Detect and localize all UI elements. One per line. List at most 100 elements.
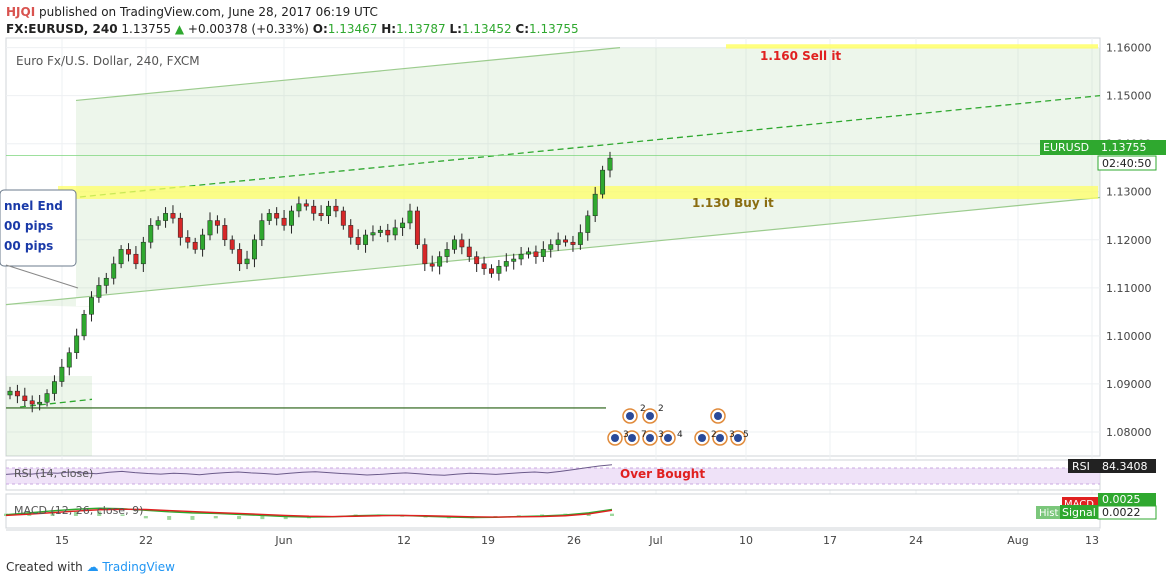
candle-body bbox=[340, 210, 346, 226]
publish-info: published on TradingView.com, June 28, 2… bbox=[39, 5, 378, 19]
sell-zone[interactable] bbox=[726, 44, 1098, 49]
last-price-tag: EURUSD 1.13755 02:40:50 bbox=[1040, 140, 1166, 171]
candle-body bbox=[200, 234, 206, 250]
macd-hist-bar bbox=[167, 516, 172, 520]
candle-body bbox=[89, 297, 94, 315]
macd-hist-bar bbox=[143, 516, 148, 519]
candle-body bbox=[333, 205, 339, 212]
footer: Created with ☁ TradingView bbox=[6, 560, 175, 574]
candle-body bbox=[444, 249, 450, 257]
callout-line-3: 00 pips bbox=[4, 239, 53, 253]
high-label: H: bbox=[381, 22, 397, 36]
event-icon-center bbox=[714, 412, 722, 420]
channel-fill bbox=[6, 47, 1100, 308]
macd-hist-bar bbox=[120, 514, 125, 516]
signal-value: 0.0022 bbox=[1102, 506, 1141, 519]
chart-title: Euro Fx/U.S. Dollar, 240, FXCM bbox=[16, 54, 200, 68]
high-value: 1.13787 bbox=[396, 22, 446, 36]
macd-hist-bar bbox=[260, 516, 265, 520]
rsi-line bbox=[5, 464, 613, 476]
candle-body bbox=[577, 232, 583, 245]
x-tick-label: 22 bbox=[139, 534, 153, 547]
countdown-value: 02:40:50 bbox=[1102, 157, 1151, 170]
candle-body bbox=[407, 210, 413, 224]
price-change: +0.00378 (+0.33%) bbox=[187, 22, 309, 36]
time-axis[interactable]: 15 22 Jun 12 19 26 Jul 10 17 24 Aug 13 bbox=[55, 534, 1099, 547]
candle-body bbox=[533, 251, 539, 257]
candle-body bbox=[37, 401, 43, 405]
candle-body bbox=[22, 395, 28, 401]
candle-body bbox=[422, 244, 428, 265]
event-count: 3 bbox=[658, 430, 664, 440]
rsi-band bbox=[6, 468, 1100, 484]
tradingview-brand[interactable]: TradingView bbox=[102, 560, 175, 574]
overbought-annotation[interactable]: Over Bought bbox=[620, 467, 705, 481]
candle-body bbox=[103, 277, 109, 286]
close-value: 1.13755 bbox=[529, 22, 579, 36]
candle-body bbox=[563, 239, 569, 243]
x-tick-label: Jul bbox=[648, 534, 662, 547]
buy-zone[interactable] bbox=[58, 185, 1098, 199]
macd-hist-bar bbox=[97, 511, 102, 516]
candle-body bbox=[429, 263, 435, 267]
x-tick-label: 24 bbox=[909, 534, 923, 547]
channel-callout[interactable]: nnel End 00 pips 00 pips bbox=[0, 189, 79, 289]
candle-body bbox=[370, 232, 376, 236]
publisher-name[interactable]: HJQI bbox=[6, 5, 36, 19]
candle-body bbox=[170, 213, 176, 219]
x-tick-label: 26 bbox=[567, 534, 581, 547]
candle-body bbox=[259, 220, 265, 241]
candle-body bbox=[244, 258, 250, 265]
signal-tag-label: Signal bbox=[1062, 506, 1096, 519]
candle-body bbox=[570, 241, 576, 245]
candle-body bbox=[296, 203, 302, 212]
economic-events[interactable]: 2 23 7 3 4 2 3 5 bbox=[607, 404, 749, 446]
candle-body bbox=[44, 393, 50, 403]
candle-body bbox=[600, 169, 606, 195]
candle-body bbox=[392, 227, 398, 236]
symbol-label: FX:EURUSD, 240 bbox=[6, 22, 118, 36]
sell-annotation[interactable]: 1.160 Sell it bbox=[760, 49, 841, 63]
candle-body bbox=[592, 193, 598, 217]
candle-body bbox=[81, 314, 87, 337]
x-tick-label: Jun bbox=[274, 534, 292, 547]
candle-body bbox=[7, 390, 13, 396]
candle-body bbox=[607, 157, 613, 171]
candle-body bbox=[585, 215, 591, 233]
channel-mid-line[interactable] bbox=[59, 95, 1101, 200]
y-tick-label: 1.13000 bbox=[1106, 186, 1152, 199]
channel-upper-line[interactable] bbox=[75, 47, 621, 102]
low-label: L: bbox=[449, 22, 462, 36]
candle-body bbox=[437, 256, 443, 267]
x-tick-label: 10 bbox=[739, 534, 753, 547]
event-count: 2 bbox=[711, 430, 717, 440]
macd-value-tag bbox=[1098, 493, 1156, 506]
open-label: O: bbox=[312, 22, 328, 36]
candle-body bbox=[155, 220, 161, 226]
callout-pointer bbox=[5, 264, 79, 289]
channel-lower-line[interactable] bbox=[5, 196, 1101, 306]
candle-body bbox=[511, 258, 517, 262]
candle-body bbox=[96, 285, 102, 298]
symbol-tag bbox=[1040, 140, 1098, 155]
buy-annotation[interactable]: 1.130 Buy it bbox=[692, 196, 774, 210]
hist-tag-label: Hist bbox=[1039, 508, 1059, 519]
event-icon-center bbox=[611, 434, 619, 442]
candle-body bbox=[400, 222, 406, 229]
event-icon-center bbox=[646, 434, 654, 442]
candle-body bbox=[474, 256, 480, 265]
candle-body bbox=[481, 263, 487, 269]
macd-hist-bar bbox=[610, 513, 614, 516]
candle-body bbox=[229, 239, 235, 250]
y-tick-label: 1.11000 bbox=[1106, 282, 1152, 295]
candle-body bbox=[326, 205, 331, 217]
macd-hist-bar bbox=[400, 516, 405, 517]
macd-hist-bar bbox=[283, 516, 288, 520]
candle-body bbox=[251, 239, 257, 260]
candle-body bbox=[148, 225, 154, 243]
candle-body bbox=[548, 244, 554, 250]
candle-body bbox=[311, 205, 317, 214]
y-axis: 1.160001.150001.140001.130001.120001.110… bbox=[1106, 42, 1152, 439]
low-value: 1.13452 bbox=[461, 22, 512, 36]
